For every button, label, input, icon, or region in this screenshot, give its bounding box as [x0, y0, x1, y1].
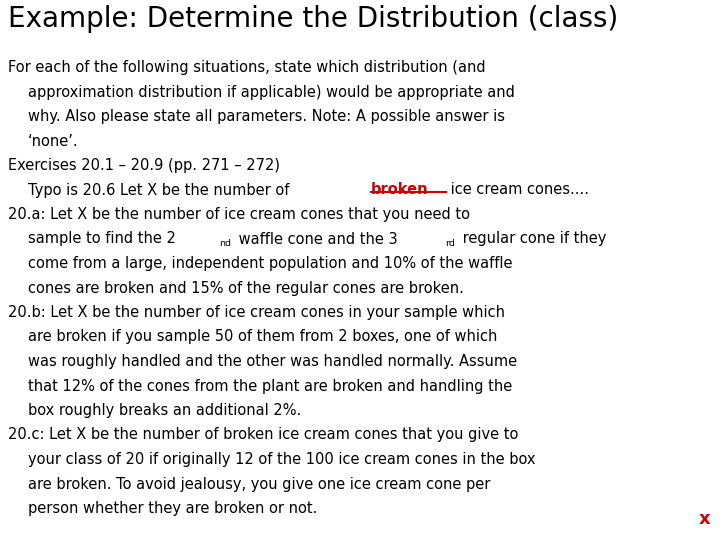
Text: sample to find the 2: sample to find the 2	[28, 232, 176, 246]
Text: 20.a: Let X be the number of ice cream cones that you need to: 20.a: Let X be the number of ice cream c…	[8, 207, 470, 222]
Text: For each of the following situations, state which distribution (and: For each of the following situations, st…	[8, 60, 485, 75]
Text: come from a large, independent population and 10% of the waffle: come from a large, independent populatio…	[28, 256, 513, 271]
Text: Exercises 20.1 – 20.9 (pp. 271 – 272): Exercises 20.1 – 20.9 (pp. 271 – 272)	[8, 158, 280, 173]
Text: 20.b: Let X be the number of ice cream cones in your sample which: 20.b: Let X be the number of ice cream c…	[8, 305, 505, 320]
Text: approximation distribution if applicable) would be appropriate and: approximation distribution if applicable…	[28, 84, 515, 99]
Text: ice cream cones....: ice cream cones....	[446, 183, 588, 198]
Text: person whether they are broken or not.: person whether they are broken or not.	[28, 501, 318, 516]
Text: ‘none’.: ‘none’.	[28, 133, 78, 148]
Text: that 12% of the cones from the plant are broken and handling the: that 12% of the cones from the plant are…	[28, 379, 512, 394]
Text: box roughly breaks an additional 2%.: box roughly breaks an additional 2%.	[28, 403, 301, 418]
Text: nd: nd	[219, 239, 231, 248]
Text: regular cone if they: regular cone if they	[458, 232, 606, 246]
Text: was roughly handled and the other was handled normally. Assume: was roughly handled and the other was ha…	[28, 354, 517, 369]
Text: why. Also please state all parameters. Note: A possible answer is: why. Also please state all parameters. N…	[28, 109, 505, 124]
Text: x: x	[698, 510, 710, 528]
Text: broken: broken	[372, 183, 429, 198]
Text: Example: Determine the Distribution (class): Example: Determine the Distribution (cla…	[8, 5, 618, 33]
Text: rd: rd	[446, 239, 455, 248]
Text: cones are broken and 15% of the regular cones are broken.: cones are broken and 15% of the regular …	[28, 280, 464, 295]
Text: are broken. To avoid jealousy, you give one ice cream cone per: are broken. To avoid jealousy, you give …	[28, 476, 490, 491]
Text: waffle cone and the 3: waffle cone and the 3	[234, 232, 398, 246]
Text: Typo is 20.6 Let X be the number of: Typo is 20.6 Let X be the number of	[28, 183, 294, 198]
Text: your class of 20 if originally 12 of the 100 ice cream cones in the box: your class of 20 if originally 12 of the…	[28, 452, 536, 467]
Text: 20.c: Let X be the number of broken ice cream cones that you give to: 20.c: Let X be the number of broken ice …	[8, 428, 518, 442]
Text: are broken if you sample 50 of them from 2 boxes, one of which: are broken if you sample 50 of them from…	[28, 329, 498, 345]
